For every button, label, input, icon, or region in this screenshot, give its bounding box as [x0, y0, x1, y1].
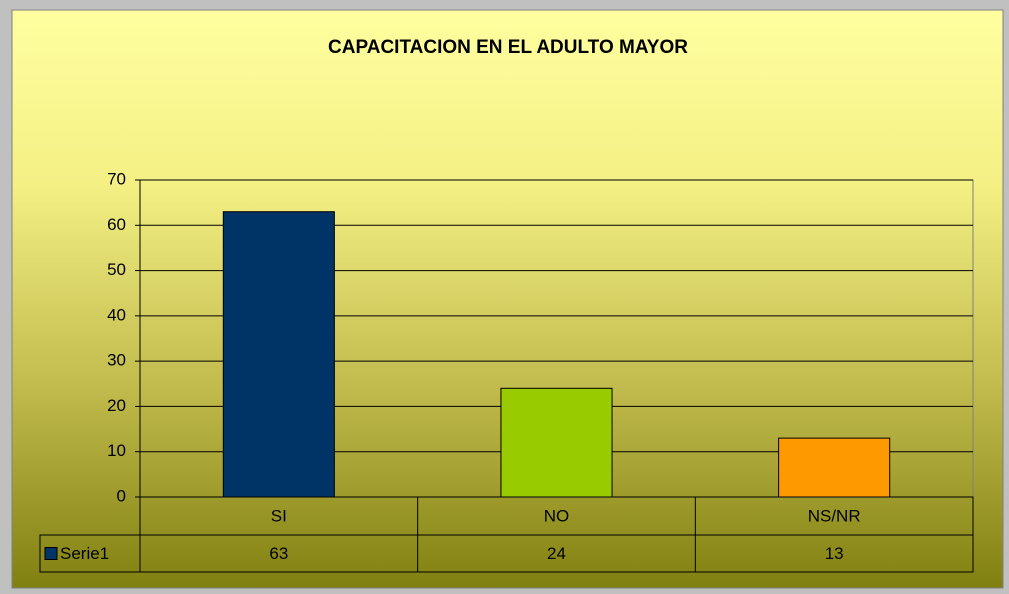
- x-tick-label: SI: [271, 506, 287, 525]
- bar: [500, 387, 613, 498]
- x-tick-label: NO: [544, 506, 570, 525]
- y-tick-label: 60: [107, 215, 126, 234]
- y-tick-label: 30: [107, 351, 126, 370]
- y-tick-label: 50: [107, 260, 126, 279]
- y-tick-label: 10: [107, 441, 126, 460]
- bar: [222, 211, 335, 498]
- y-tick-label: 70: [107, 169, 126, 188]
- y-tick-label: 40: [107, 305, 126, 324]
- y-tick-label: 20: [107, 396, 126, 415]
- chart-title: CAPACITACION EN EL ADULTO MAYOR: [328, 37, 688, 58]
- data-label: 24: [547, 544, 566, 563]
- x-tick-label: NS/NR: [808, 506, 861, 525]
- data-label: 63: [269, 544, 288, 563]
- y-tick-label: 0: [117, 486, 126, 505]
- legend-key: [44, 547, 58, 560]
- chart-area: [11, 9, 1004, 589]
- bar: [778, 437, 891, 498]
- legend-label: Serie1: [60, 544, 109, 563]
- data-table-legend-cell: [39, 534, 141, 573]
- data-label: 13: [825, 544, 844, 563]
